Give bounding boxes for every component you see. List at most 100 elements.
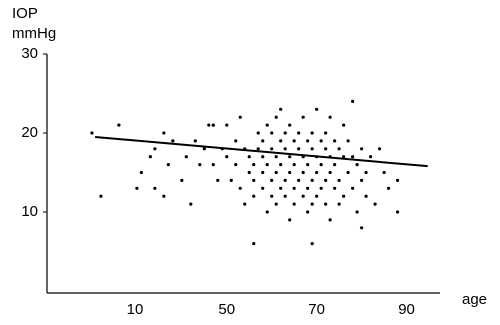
point — [252, 194, 256, 198]
point — [328, 218, 332, 222]
point — [274, 170, 278, 175]
point — [261, 155, 265, 159]
point — [274, 115, 278, 119]
point — [184, 155, 188, 159]
point — [270, 147, 274, 151]
point — [359, 178, 364, 182]
point — [247, 170, 251, 175]
point — [310, 242, 314, 246]
point — [368, 155, 373, 159]
point — [162, 194, 166, 198]
point — [373, 202, 377, 206]
point — [310, 202, 314, 206]
point — [395, 178, 400, 182]
point — [270, 178, 274, 182]
point — [324, 131, 328, 135]
point — [328, 115, 332, 119]
point — [171, 139, 175, 143]
y-axis-unit: mmHg — [12, 25, 56, 42]
point — [288, 155, 292, 159]
point — [355, 210, 359, 214]
point — [252, 242, 256, 246]
point — [265, 163, 269, 167]
y-tick-label: 30 — [21, 45, 38, 62]
point — [337, 178, 341, 182]
point — [342, 123, 346, 127]
point — [225, 155, 229, 159]
point — [364, 170, 368, 175]
point — [90, 131, 94, 135]
point — [310, 147, 314, 151]
point — [333, 163, 337, 167]
point — [189, 202, 193, 206]
point — [234, 163, 238, 167]
point — [238, 115, 242, 119]
point — [297, 131, 301, 135]
point — [315, 194, 319, 198]
point — [328, 170, 332, 175]
point — [315, 170, 319, 175]
point — [395, 210, 400, 214]
point — [351, 155, 355, 159]
point — [265, 123, 269, 127]
point — [297, 178, 301, 182]
point — [292, 186, 296, 190]
point — [342, 194, 346, 198]
point — [211, 163, 215, 167]
x-tick-label: 70 — [308, 301, 325, 318]
point — [225, 123, 229, 127]
point — [243, 202, 247, 206]
point — [333, 139, 337, 143]
point — [319, 139, 323, 143]
point — [292, 202, 296, 206]
point — [364, 194, 368, 198]
point — [283, 178, 287, 182]
point — [265, 210, 269, 214]
point — [301, 115, 305, 119]
point — [252, 178, 256, 182]
y-tick-label: 20 — [21, 124, 38, 141]
point — [256, 147, 260, 151]
point — [279, 107, 283, 111]
y-axis-label: IOP — [12, 5, 38, 22]
point — [261, 139, 265, 143]
point — [319, 186, 323, 190]
point — [297, 147, 301, 151]
point — [337, 202, 341, 206]
point — [252, 163, 256, 167]
x-axis-label: age — [462, 291, 487, 308]
point — [306, 210, 310, 214]
point — [355, 163, 359, 167]
x-tick-label: 90 — [398, 301, 415, 318]
point — [283, 194, 287, 198]
point — [324, 202, 328, 206]
point — [283, 147, 287, 151]
point — [279, 139, 283, 143]
point — [382, 170, 386, 175]
point — [99, 194, 103, 198]
point — [324, 147, 328, 151]
point — [148, 155, 152, 159]
point — [216, 178, 220, 182]
point — [256, 131, 260, 135]
point — [229, 178, 233, 182]
point — [359, 147, 364, 151]
point — [117, 123, 121, 127]
point — [153, 186, 157, 190]
point — [135, 186, 139, 190]
point — [288, 123, 292, 127]
point — [319, 163, 323, 167]
point — [274, 155, 278, 159]
point — [377, 147, 382, 151]
x-tick-label: 50 — [218, 301, 235, 318]
point — [207, 123, 211, 127]
point — [270, 131, 274, 135]
point — [234, 139, 238, 143]
point — [333, 186, 337, 190]
point — [292, 163, 296, 167]
point — [261, 170, 265, 175]
point — [337, 147, 341, 151]
point — [346, 170, 350, 175]
point — [211, 123, 215, 127]
point — [162, 131, 166, 135]
